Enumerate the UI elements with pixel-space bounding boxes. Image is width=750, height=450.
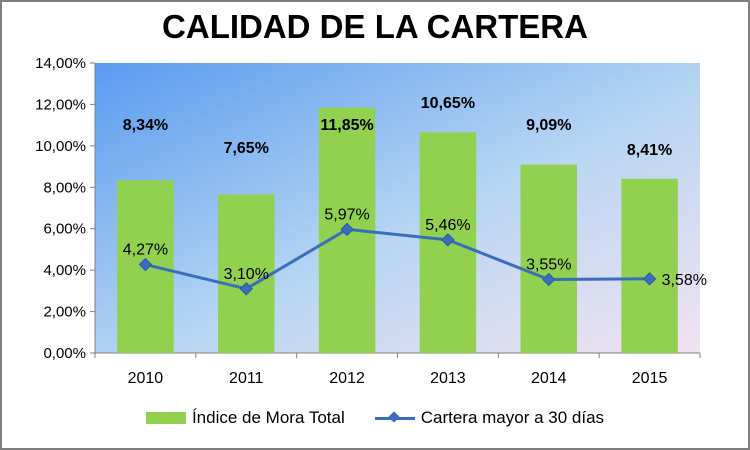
legend-label-line: Cartera mayor a 30 días bbox=[420, 408, 605, 427]
y-tick-label: 8,00% bbox=[43, 179, 86, 196]
bar-data-label: 8,41% bbox=[627, 142, 672, 159]
legend-item-bar: Índice de Mora Total bbox=[145, 408, 345, 428]
chart-title: CALIDAD DE LA CARTERA bbox=[162, 8, 588, 45]
y-tick-label: 6,00% bbox=[43, 221, 86, 238]
x-tick-label: 2011 bbox=[229, 370, 264, 387]
bar bbox=[218, 194, 275, 353]
y-tick-label: 4,00% bbox=[43, 262, 86, 279]
y-tick-label: 10,00% bbox=[35, 138, 86, 155]
y-tick-label: 12,00% bbox=[35, 96, 86, 113]
line-point-marker bbox=[138, 257, 153, 272]
line-point-marker bbox=[542, 272, 556, 287]
plot-area bbox=[95, 63, 700, 353]
y-tick-label: 14,00% bbox=[35, 55, 86, 72]
bar bbox=[621, 178, 678, 353]
bar-data-label: 10,65% bbox=[421, 95, 475, 112]
line-data-label: 3,55% bbox=[526, 256, 571, 273]
line-point-marker bbox=[340, 222, 354, 237]
legend-item-line: Cartera mayor a 30 días bbox=[374, 408, 605, 428]
line-point-marker bbox=[642, 272, 657, 286]
line-data-label: 3,58% bbox=[662, 272, 707, 289]
line-point-marker bbox=[239, 282, 253, 296]
x-tick-label: 2010 bbox=[128, 370, 164, 387]
legend-bar-swatch bbox=[145, 412, 186, 424]
y-tick-label: 2,00% bbox=[43, 304, 86, 321]
x-tick-label: 2015 bbox=[632, 370, 668, 387]
line-data-label: 5,97% bbox=[324, 206, 369, 223]
bar-data-label: 9,09% bbox=[526, 117, 571, 134]
line-data-label: 3,10% bbox=[224, 266, 269, 283]
x-tick-label: 2013 bbox=[430, 370, 466, 387]
series-line bbox=[145, 227, 650, 291]
y-tick-label: 0,00% bbox=[43, 345, 86, 362]
x-tick-label: 2012 bbox=[329, 370, 365, 387]
bar-data-label: 7,65% bbox=[224, 140, 269, 157]
legend: Índice de Mora Total Cartera mayor a 30 … bbox=[0, 406, 750, 430]
line-data-label: 4,27% bbox=[123, 242, 168, 259]
line-point-marker bbox=[441, 233, 455, 247]
x-tick-label: 2014 bbox=[531, 370, 567, 387]
bar-data-label: 8,34% bbox=[123, 117, 168, 134]
bar bbox=[520, 164, 577, 353]
legend-label-bar: Índice de Mora Total bbox=[191, 408, 345, 427]
line-data-label: 5,46% bbox=[425, 217, 470, 234]
bar-data-label: 11,85% bbox=[320, 117, 373, 134]
legend-line-swatch bbox=[374, 411, 415, 424]
